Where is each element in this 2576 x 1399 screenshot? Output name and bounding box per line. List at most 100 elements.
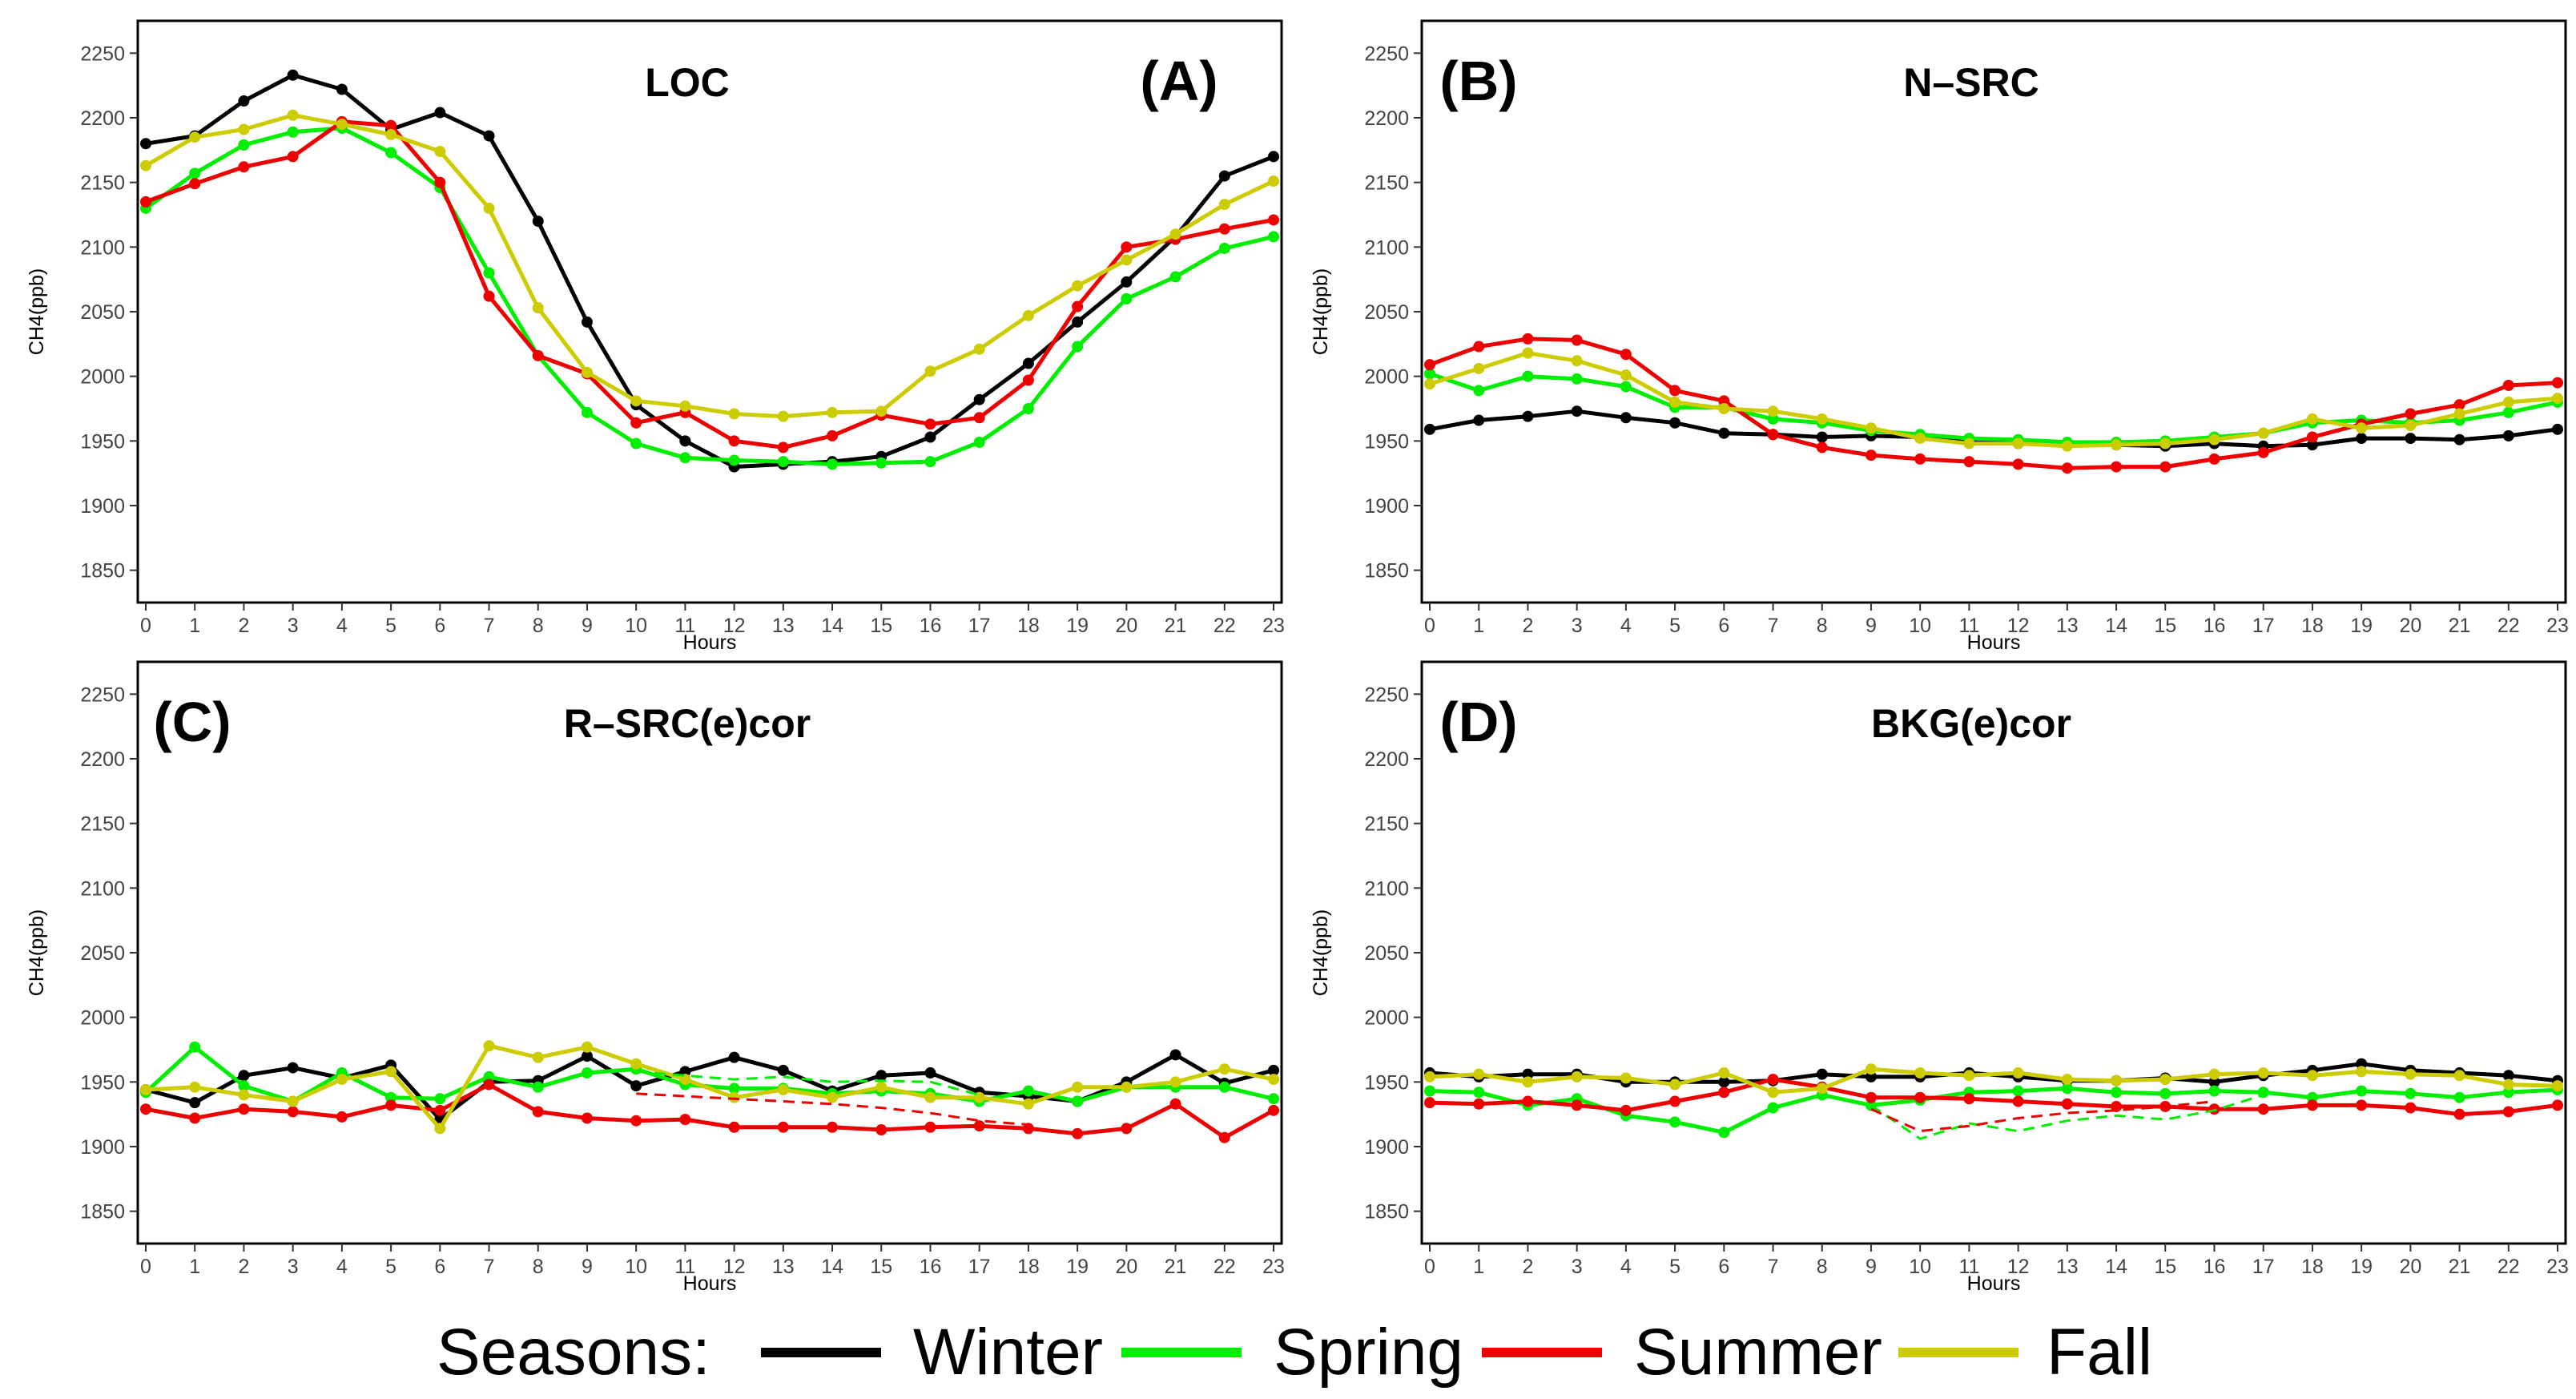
y-tick-label: 2100 — [1364, 877, 1409, 900]
data-point — [1571, 334, 1583, 346]
x-tick-label: 2 — [238, 1256, 249, 1278]
data-point — [287, 69, 299, 81]
data-point — [581, 316, 593, 328]
data-point — [1669, 1116, 1681, 1128]
data-point — [2061, 440, 2073, 452]
series-line-summer — [1429, 1077, 2558, 1117]
data-point — [2306, 413, 2318, 425]
data-point — [1767, 429, 1779, 441]
series-line-fall — [1429, 351, 2558, 449]
x-tick-label: 20 — [1115, 1256, 1137, 1278]
data-point — [189, 178, 201, 190]
data-point — [827, 1091, 839, 1103]
series-line-summer-dashed- — [636, 1092, 1029, 1127]
data-point — [728, 1091, 740, 1103]
data-point — [189, 1097, 201, 1109]
data-point — [1121, 292, 1133, 304]
data-point — [924, 365, 936, 377]
data-point — [1767, 405, 1779, 417]
y-tick-label: 2200 — [80, 107, 125, 130]
y-tick-label: 2100 — [80, 877, 125, 900]
data-point — [2208, 453, 2220, 465]
x-tick-label: 9 — [1866, 1256, 1877, 1278]
x-tick-label: 11 — [674, 1256, 695, 1278]
series-line-spring — [144, 126, 1274, 466]
data-point — [2502, 379, 2514, 391]
data-point — [1072, 341, 1084, 353]
data-point — [434, 1123, 446, 1135]
data-point — [2356, 1066, 2368, 1078]
y-tick-label: 1900 — [80, 1136, 125, 1159]
data-point — [1268, 214, 1279, 226]
y-tick-label: 2150 — [80, 172, 125, 195]
data-point — [630, 1080, 642, 1092]
data-point — [2453, 1108, 2465, 1120]
data-point — [1718, 427, 1730, 439]
x-tick-label: 21 — [2449, 615, 2471, 637]
data-point — [777, 441, 789, 454]
plot-frame — [1420, 19, 2567, 604]
data-point — [1473, 414, 1485, 426]
x-tick-label: 0 — [140, 615, 151, 637]
x-tick-label: 2 — [238, 615, 249, 637]
data-point — [1268, 1104, 1279, 1116]
data-point — [434, 176, 446, 188]
data-point — [581, 406, 593, 418]
data-point — [2159, 437, 2171, 450]
data-point — [1718, 1127, 1730, 1139]
data-point — [336, 1111, 348, 1123]
data-point — [777, 456, 789, 468]
x-tick-label: 21 — [1165, 1256, 1187, 1278]
data-point — [2552, 423, 2563, 435]
data-point — [483, 267, 495, 279]
x-tick-label: 22 — [1214, 615, 1236, 637]
data-point — [1121, 254, 1133, 266]
x-tick-label: 22 — [2498, 1256, 2520, 1278]
x-tick-label: 0 — [140, 1256, 151, 1278]
x-tick-label: 7 — [484, 1256, 495, 1278]
data-point — [1963, 1093, 1975, 1105]
data-point — [483, 1040, 495, 1052]
x-tick-label: 10 — [625, 1256, 647, 1278]
data-point — [1022, 309, 1034, 321]
data-point — [287, 1106, 299, 1118]
data-point — [1072, 1127, 1084, 1139]
x-tick-label: 13 — [2056, 615, 2079, 637]
x-tick-label: 11 — [674, 615, 695, 637]
data-point — [1571, 1099, 1583, 1111]
data-point — [1022, 374, 1034, 386]
x-tick-label: 8 — [533, 1256, 544, 1278]
data-point — [728, 435, 740, 447]
data-point — [1669, 396, 1681, 408]
data-point — [2552, 393, 2563, 405]
x-tick-label: 8 — [1817, 1256, 1828, 1278]
data-point — [2306, 1099, 2318, 1111]
data-point — [1914, 433, 1926, 445]
data-point — [1424, 359, 1435, 371]
data-point — [2012, 458, 2024, 470]
x-tick-label: 1 — [1473, 615, 1484, 637]
data-point — [1121, 1123, 1133, 1135]
x-tick-label: 18 — [2301, 615, 2324, 637]
plot-frame — [136, 660, 1283, 1245]
x-tick-label: 23 — [2546, 1256, 2569, 1278]
x-tick-label: 14 — [2105, 615, 2127, 637]
x-tick-label: 15 — [870, 1256, 892, 1278]
x-tick-label: 8 — [533, 615, 544, 637]
data-point — [875, 405, 888, 417]
data-point — [1218, 170, 1230, 182]
x-tick-label: 4 — [336, 615, 348, 637]
data-point — [483, 1078, 495, 1091]
data-point — [434, 1093, 446, 1105]
data-point — [2257, 446, 2269, 458]
x-tick-label: 4 — [1620, 1256, 1632, 1278]
y-tick-label: 1850 — [1364, 560, 1409, 583]
x-axis-label: Hours — [683, 1272, 737, 1295]
x-tick-label: 18 — [1017, 1256, 1040, 1278]
data-point — [532, 302, 544, 314]
data-point — [679, 1114, 691, 1126]
y-tick-label: 2250 — [80, 42, 125, 65]
data-point — [2405, 1068, 2417, 1080]
